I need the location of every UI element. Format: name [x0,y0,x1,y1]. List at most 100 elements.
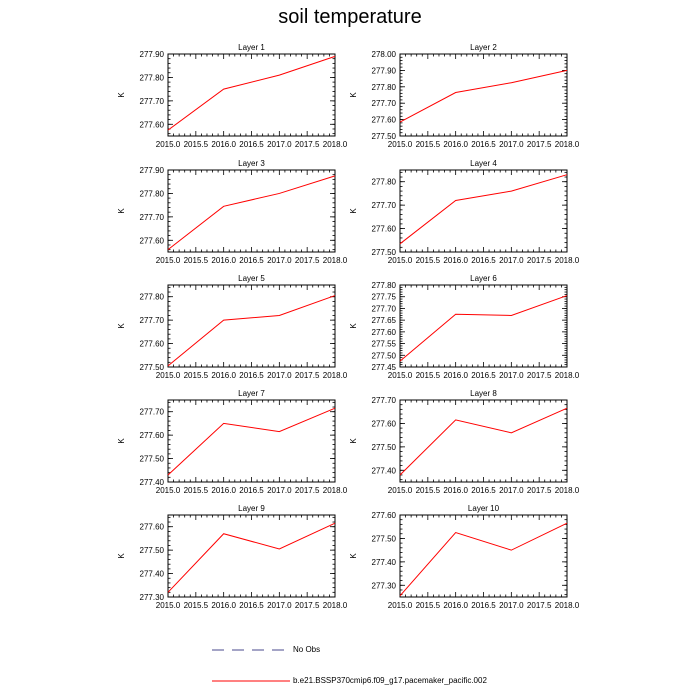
series-line-model [399,174,568,245]
x-tick-label: 2015.0 [388,371,413,380]
y-tick-label: 277.80 [372,281,397,290]
y-tick-label: 277.80 [140,189,165,198]
y-tick-label: 277.70 [372,396,397,405]
x-tick-label: 2016.5 [471,371,496,380]
y-axis-label: K [117,208,126,214]
legend-obs-line [212,649,290,651]
y-tick-label: 277.30 [140,593,165,602]
x-tick-label: 2018.0 [555,601,580,610]
y-tick-label: 277.55 [372,340,397,349]
plot-frame [167,53,336,137]
x-tick-label: 2018.0 [323,601,348,610]
series-line-model [167,407,336,476]
y-axis-label: K [117,323,126,329]
x-tick-label: 2016.5 [239,486,264,495]
x-tick-label: 2016.0 [443,601,468,610]
y-tick-label: 277.50 [372,351,397,360]
panel-title: Layer 3 [238,159,265,168]
x-tick-label: 2016.5 [471,486,496,495]
y-tick-label: 277.80 [372,178,397,187]
x-tick-label: 2016.0 [211,371,236,380]
x-tick-label: 2017.5 [527,371,552,380]
panel-title: Layer 5 [238,274,265,283]
series-line-model [167,295,336,367]
x-tick-label: 2018.0 [555,256,580,265]
x-tick-label: 2015.5 [184,371,209,380]
y-tick-label: 277.60 [372,225,397,234]
plot-frame [167,169,336,253]
x-tick-label: 2015.5 [416,140,441,149]
x-tick-label: 2016.5 [471,256,496,265]
y-tick-label: 277.90 [140,50,165,59]
x-tick-label: 2015.5 [184,601,209,610]
series-line-model [399,69,568,123]
panel-title: Layer 10 [468,504,500,513]
plot-frame [167,399,336,483]
series-line-model [399,407,568,476]
x-tick-label: 2015.0 [156,486,181,495]
x-tick-label: 2017.5 [295,256,320,265]
x-tick-label: 2016.5 [471,601,496,610]
y-tick-label: 277.30 [372,581,397,590]
y-tick-label: 277.60 [140,523,165,532]
panel-title: Layer 6 [470,274,497,283]
series-line-model [167,175,336,251]
plot-frame [399,53,568,137]
x-tick-label: 2018.0 [323,486,348,495]
y-tick-label: 277.40 [372,558,397,567]
y-tick-label: 277.40 [140,570,165,579]
panel-title: Layer 9 [238,504,265,513]
y-tick-label: 277.60 [372,511,397,520]
y-tick-label: 277.80 [372,83,397,92]
plot-frame [167,514,336,598]
x-tick-label: 2018.0 [323,371,348,380]
x-tick-label: 2015.0 [156,601,181,610]
y-tick-label: 277.90 [140,166,165,175]
y-tick-label: 277.50 [372,534,397,543]
x-tick-label: 2017.0 [499,486,524,495]
x-tick-label: 2016.0 [443,371,468,380]
y-tick-label: 277.40 [140,478,165,487]
x-tick-label: 2015.0 [388,140,413,149]
y-tick-label: 277.60 [372,419,397,428]
y-tick-label: 277.70 [140,97,165,106]
y-tick-label: 277.60 [372,328,397,337]
x-tick-label: 2016.0 [211,256,236,265]
y-tick-label: 277.90 [372,66,397,75]
y-axis-label: K [349,323,358,329]
x-tick-label: 2016.0 [443,486,468,495]
x-tick-label: 2017.0 [267,256,292,265]
series-line-model [167,55,336,131]
x-tick-label: 2016.0 [211,601,236,610]
x-tick-label: 2016.5 [239,256,264,265]
x-tick-label: 2018.0 [323,256,348,265]
x-tick-label: 2015.0 [388,486,413,495]
x-tick-label: 2017.5 [295,486,320,495]
x-tick-label: 2017.0 [267,140,292,149]
y-tick-label: 277.60 [140,120,165,129]
x-tick-label: 2015.0 [388,601,413,610]
x-tick-label: 2017.0 [499,256,524,265]
x-tick-label: 2015.0 [388,256,413,265]
y-tick-label: 277.70 [372,99,397,108]
y-tick-label: 277.50 [140,363,165,372]
series-line-model [399,522,568,597]
y-tick-label: 277.60 [140,431,165,440]
x-tick-label: 2015.0 [156,371,181,380]
x-tick-label: 2017.5 [527,256,552,265]
x-tick-label: 2017.0 [499,601,524,610]
x-tick-label: 2015.5 [416,601,441,610]
y-tick-label: 277.60 [372,116,397,125]
y-axis-label: K [117,92,126,98]
legend-obs-label: No Obs [293,645,321,654]
x-tick-label: 2015.5 [184,486,209,495]
legend-model-label: b.e21.BSSP370cmip6.f09_g17.pacemaker_pac… [293,676,487,685]
x-tick-label: 2016.0 [211,140,236,149]
series-line-model [167,522,336,593]
y-tick-label: 277.50 [140,546,165,555]
